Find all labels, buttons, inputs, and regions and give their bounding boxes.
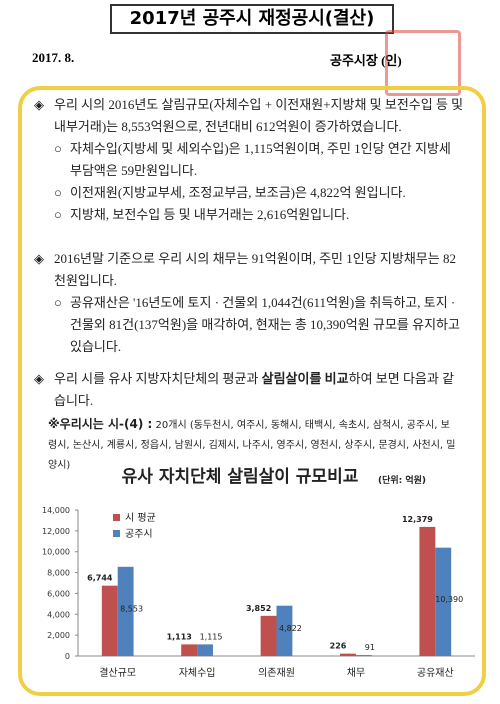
y-tick-label: 14,000 xyxy=(42,506,70,515)
date: 2017. 8. xyxy=(32,50,75,65)
bar xyxy=(101,585,118,656)
data-label: 1,113 xyxy=(167,632,192,641)
chart-unit: (단위: 억원) xyxy=(378,474,426,486)
paragraph: 우리 시의 2016년도 살림규모(자체수입 + 이전재원+지방채 및 보전수입… xyxy=(34,94,464,138)
y-tick-label: 12,000 xyxy=(42,527,70,536)
y-tick-label: 4,000 xyxy=(47,610,70,619)
x-tick-label: 결산규모 xyxy=(99,667,136,679)
chart: 유사 자치단체 살림살이 규모비교 (단위: 억원) 0 2,000 4,000 6,… xyxy=(42,467,475,679)
note-text: 20개시 (동두천시, 여주시, 동해시, 태백시, 속초시, 삼척시, 공주시… xyxy=(48,420,456,471)
content-box xyxy=(18,86,486,696)
paragraph: 2016년말 기준으로 우리 시의 채무는 91억원이며, 주민 1인당 지방채… xyxy=(34,248,464,292)
y-tick-label: 8,000 xyxy=(47,569,70,578)
bar xyxy=(197,644,213,656)
doc-title: 2017년 공주시 재정공시(결산) xyxy=(110,4,394,34)
list-item: 공유재산은 '16년도에 토지 · 건물외 1,044건(611억원)을 취득하… xyxy=(34,292,464,358)
section: 우리 시를 유사 지방자치단체의 평균과 살림살이를 비교하여 보면 다음과 같… xyxy=(34,368,464,412)
text: 우리 시를 유사 지방자치단체의 평균과 xyxy=(54,371,262,386)
note-label: ※우리시는 시-(4) : xyxy=(48,417,153,431)
list-item: 이전재원(지방교부세, 조정교부금, 보조금)은 4,822억 원입니다. xyxy=(34,182,464,204)
y-tick-label: 10,000 xyxy=(42,548,70,557)
signature: 공주시장 (인) xyxy=(330,53,402,68)
bar xyxy=(181,644,198,656)
x-tick-label: 자체수입 xyxy=(179,666,216,679)
data-label: 12,379 xyxy=(402,515,433,524)
bar xyxy=(419,526,436,656)
data-label: 6,744 xyxy=(87,574,113,583)
bar xyxy=(340,653,356,656)
data-label: 10,390 xyxy=(435,595,463,604)
bar xyxy=(276,605,293,656)
legend-label: 공주시 xyxy=(125,528,153,540)
data-label: 3,852 xyxy=(246,604,271,613)
data-label: 8,553 xyxy=(120,604,143,613)
bar xyxy=(355,655,372,656)
bar xyxy=(260,615,277,656)
chart-title: 유사 자치단체 살림살이 규모비교 xyxy=(122,467,359,487)
x-tick-label: 채무 xyxy=(347,667,365,679)
bar xyxy=(435,547,452,656)
list-item: 지방채, 보전수입 등 및 내부거래는 2,616억원입니다. xyxy=(34,204,464,226)
x-tick-label: 공유재산 xyxy=(417,667,454,679)
data-label: 4,822 xyxy=(279,624,302,633)
text: 하여 보면 다음과 같습니다. xyxy=(54,371,455,408)
legend-label: 시 평균 xyxy=(125,512,156,524)
section: 우리 시의 2016년도 살림규모(자체수입 + 이전재원+지방채 및 보전수입… xyxy=(34,94,464,226)
y-tick-label: 2,000 xyxy=(47,631,70,640)
note: ※우리시는 시-(4) : 20개시 (동두천시, 여주시, 동해시, 태백시,… xyxy=(48,414,458,476)
data-label: 226 xyxy=(330,642,347,651)
text-bold: 살림살이를 비교 xyxy=(261,371,349,386)
y-tick-label: 6,000 xyxy=(47,589,70,598)
data-label: 91 xyxy=(365,643,375,652)
paragraph: 우리 시를 유사 지방자치단체의 평균과 살림살이를 비교하여 보면 다음과 같… xyxy=(34,368,464,412)
legend-swatch xyxy=(113,530,120,537)
y-tick-label: 0 xyxy=(65,652,70,661)
x-tick-label: 의존재원 xyxy=(258,667,295,679)
list-item: 자체수입(지방세 및 세외수입)은 1,115억원이며, 주민 1인당 연간 지… xyxy=(34,138,464,182)
bar xyxy=(117,566,134,656)
section: 2016년말 기준으로 우리 시의 채무는 91억원이며, 주민 1인당 지방채… xyxy=(34,248,464,358)
legend-swatch xyxy=(113,514,120,521)
data-label: 1,115 xyxy=(200,632,223,641)
